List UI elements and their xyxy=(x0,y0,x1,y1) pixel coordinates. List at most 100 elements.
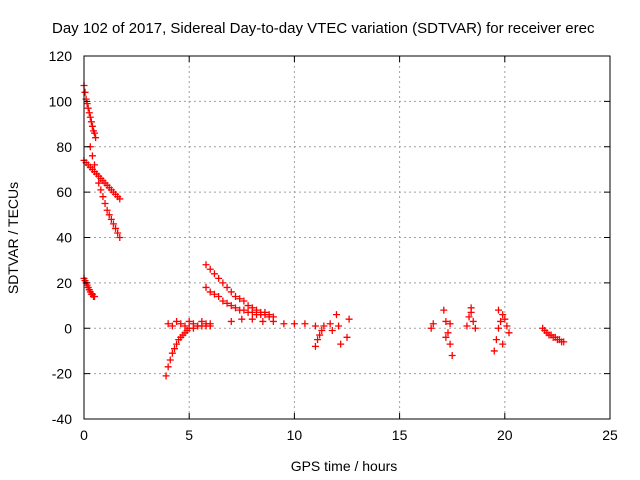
data-point xyxy=(259,317,267,325)
data-point xyxy=(210,290,218,298)
data-point xyxy=(497,317,505,325)
data-point xyxy=(227,288,235,296)
series-arc-8 xyxy=(202,283,277,321)
series-arc-9 xyxy=(227,315,319,330)
data-point xyxy=(91,292,99,300)
data-point xyxy=(206,265,214,273)
data-point xyxy=(84,104,92,112)
data-point xyxy=(463,322,471,330)
data-point xyxy=(202,283,210,291)
data-points xyxy=(80,81,568,380)
y-tick-label: 0 xyxy=(64,320,72,336)
x-tick-label: 20 xyxy=(497,427,513,443)
data-point xyxy=(164,363,172,371)
data-point xyxy=(444,329,452,337)
data-point xyxy=(202,320,210,328)
data-point xyxy=(189,320,197,328)
data-point xyxy=(244,302,252,310)
data-point xyxy=(91,161,99,169)
data-point xyxy=(501,315,509,323)
data-point xyxy=(107,215,115,223)
data-point xyxy=(337,340,345,348)
series-arc-11 xyxy=(427,306,456,359)
data-point xyxy=(494,324,502,332)
data-point xyxy=(87,118,95,126)
data-point xyxy=(238,315,246,323)
data-point xyxy=(429,320,437,328)
data-point xyxy=(290,320,298,328)
data-point xyxy=(202,261,210,269)
data-point xyxy=(114,229,122,237)
x-tick-label: 10 xyxy=(287,427,303,443)
data-point xyxy=(105,211,113,219)
plot-frame xyxy=(83,55,611,420)
data-point xyxy=(219,297,227,305)
series-arc-12 xyxy=(463,304,479,332)
data-point xyxy=(219,279,227,287)
data-point xyxy=(248,308,256,316)
data-point xyxy=(442,317,450,325)
data-point xyxy=(440,306,448,314)
data-point xyxy=(280,320,288,328)
x-axis-label: GPS time / hours xyxy=(291,458,398,474)
axis-ticks: 0 5 10 15 20 25 -40 -20 0 20 40 60 80 100 120 xyxy=(49,48,618,443)
data-point xyxy=(332,311,340,319)
data-point xyxy=(326,320,334,328)
data-point xyxy=(177,320,185,328)
data-point xyxy=(335,322,343,330)
data-point xyxy=(170,345,178,353)
data-point xyxy=(248,315,256,323)
data-point xyxy=(168,349,176,357)
data-point xyxy=(240,306,248,314)
series-arc-3 xyxy=(80,156,124,203)
data-point xyxy=(88,152,96,160)
grid-lines xyxy=(84,56,610,419)
data-point xyxy=(427,324,435,332)
data-point xyxy=(446,340,454,348)
data-point xyxy=(173,340,181,348)
data-point xyxy=(168,322,176,330)
data-point xyxy=(227,302,235,310)
data-point xyxy=(343,333,351,341)
data-point xyxy=(318,327,326,335)
data-point xyxy=(503,322,511,330)
data-point xyxy=(95,179,103,187)
y-tick-label: 80 xyxy=(56,139,72,155)
data-point xyxy=(446,320,454,328)
data-point xyxy=(223,283,231,291)
data-point xyxy=(181,322,189,330)
series-arc-10 xyxy=(311,311,353,350)
data-point xyxy=(505,329,513,337)
data-point xyxy=(560,338,568,346)
x-tick-label: 0 xyxy=(80,427,88,443)
data-point xyxy=(261,311,269,319)
data-point xyxy=(99,193,107,201)
data-point xyxy=(185,317,193,325)
data-point xyxy=(269,317,277,325)
y-tick-label: 60 xyxy=(56,184,72,200)
data-point xyxy=(109,220,117,228)
series-arc-5 xyxy=(162,320,214,380)
y-tick-label: 120 xyxy=(49,48,73,64)
data-point xyxy=(490,347,498,355)
x-tick-label: 5 xyxy=(185,427,193,443)
data-point xyxy=(210,270,218,278)
data-point xyxy=(101,199,109,207)
data-point xyxy=(442,333,450,341)
data-point xyxy=(499,340,507,348)
series-arc-4 xyxy=(80,274,99,300)
series-arc-2 xyxy=(86,143,124,241)
y-axis-label: SDTVAR / TECUs xyxy=(5,182,21,294)
data-point xyxy=(206,322,214,330)
data-point xyxy=(103,206,111,214)
data-point xyxy=(206,288,214,296)
data-point xyxy=(166,356,174,364)
data-point xyxy=(92,134,100,142)
data-point xyxy=(301,320,309,328)
data-point xyxy=(162,372,170,380)
data-point xyxy=(86,113,94,121)
data-point xyxy=(311,322,319,330)
data-point xyxy=(320,322,328,330)
series-arc-14 xyxy=(539,324,568,346)
